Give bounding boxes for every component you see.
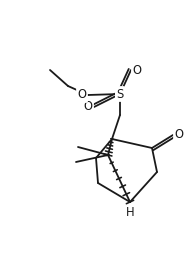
Text: H: H [126, 206, 134, 220]
Text: O: O [83, 100, 92, 113]
Text: O: O [78, 88, 87, 101]
Text: O: O [132, 63, 142, 76]
Text: S: S [116, 88, 124, 100]
Text: O: O [174, 128, 184, 141]
